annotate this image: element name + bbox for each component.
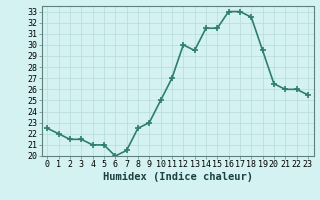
X-axis label: Humidex (Indice chaleur): Humidex (Indice chaleur) <box>103 172 252 182</box>
